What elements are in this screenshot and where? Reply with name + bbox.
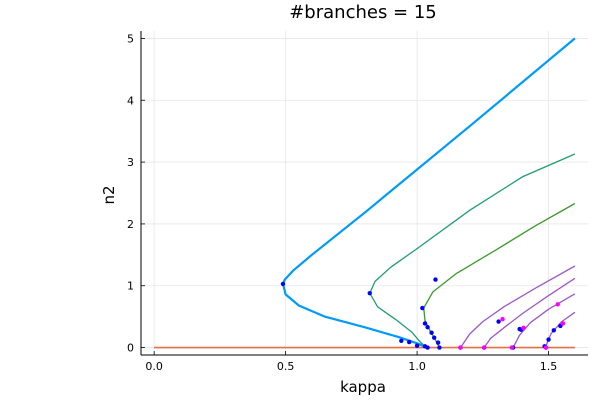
x-axis-label: kappa xyxy=(340,378,386,396)
bifurcation-point xyxy=(399,338,404,343)
series-line-0 xyxy=(281,37,576,349)
series-line-4 xyxy=(483,277,576,348)
bifurcation-point xyxy=(551,328,557,333)
series-line-1 xyxy=(369,153,576,349)
special-point xyxy=(481,345,487,350)
bifurcation-point xyxy=(367,290,372,296)
x-tick-label: 0.5 xyxy=(277,360,295,373)
series-line-6 xyxy=(545,311,576,348)
bifurcation-point xyxy=(433,277,438,282)
x-tick-label: 1.5 xyxy=(540,360,558,373)
special-point xyxy=(458,345,463,350)
bifurcation-point xyxy=(420,305,425,311)
special-point xyxy=(500,316,505,322)
bifurcation-point xyxy=(422,321,428,326)
bifurcation-point xyxy=(435,340,441,345)
axes xyxy=(140,31,588,356)
x-tick-label: 1.0 xyxy=(408,360,426,373)
bifurcation-point xyxy=(517,326,522,332)
bifurcation-point xyxy=(431,335,437,340)
special-point xyxy=(555,302,560,307)
y-tick-label: 2 xyxy=(127,218,134,231)
bifurcation-point xyxy=(437,345,442,350)
bifurcation-point xyxy=(546,337,551,342)
special-point xyxy=(543,345,549,350)
bifurcation-point xyxy=(496,319,501,324)
series-layer xyxy=(154,37,576,349)
bifurcation-point xyxy=(414,343,420,348)
bifurcation-point xyxy=(429,330,434,335)
tick-labels: 0.0 0.5 1.0 1.5 0 1 2 3 4 5 xyxy=(127,32,557,373)
special-point xyxy=(521,325,526,330)
chart-title: #branches = 15 xyxy=(289,2,437,23)
bifurcation-point xyxy=(425,324,430,330)
y-tick-label: 1 xyxy=(127,280,134,293)
x-tick-label: 0.0 xyxy=(145,360,163,373)
y-tick-label: 0 xyxy=(127,342,134,355)
y-tick-label: 3 xyxy=(127,156,134,169)
bifurcation-point xyxy=(425,345,430,350)
y-tick-label: 5 xyxy=(127,32,134,45)
y-axis-label: n2 xyxy=(100,185,118,204)
bifurcation-point xyxy=(280,281,286,287)
points-layer xyxy=(280,277,566,350)
special-point xyxy=(560,321,566,326)
bifurcation-point xyxy=(407,339,412,345)
special-point xyxy=(509,345,514,350)
y-tick-label: 4 xyxy=(127,94,134,107)
series-line-2 xyxy=(423,202,576,348)
series-line-3 xyxy=(459,265,576,348)
